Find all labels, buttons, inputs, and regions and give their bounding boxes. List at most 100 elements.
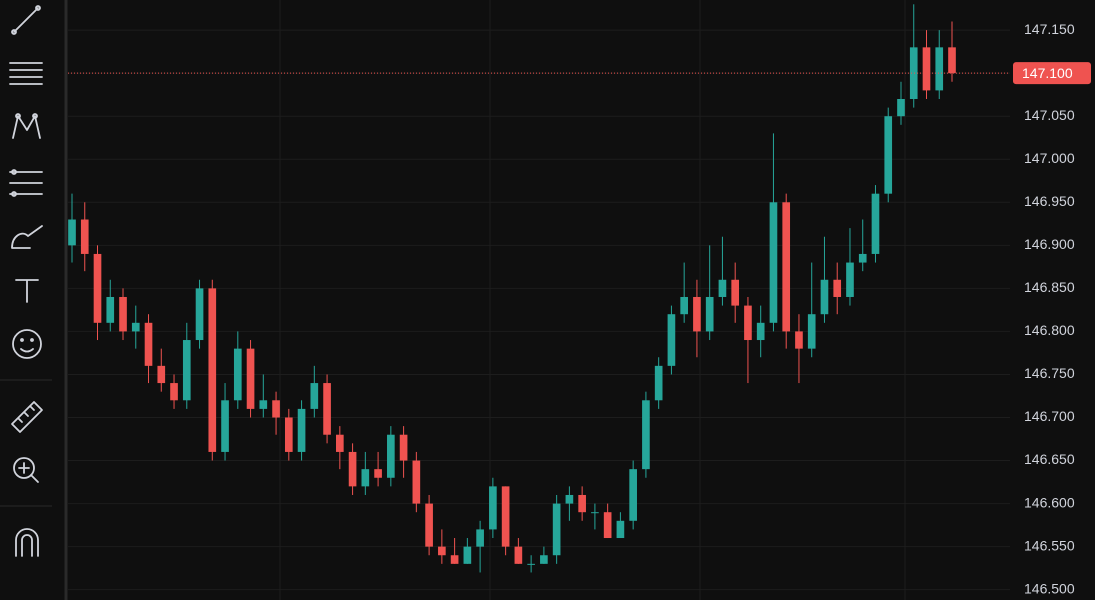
candle-body (680, 296, 688, 315)
candle-body (807, 314, 816, 349)
y-tick-label: 146.700 (1024, 408, 1075, 424)
candle-body (616, 520, 625, 539)
candle-body (310, 383, 319, 409)
candle-body (718, 279, 727, 297)
candle-body (591, 512, 599, 514)
candle-body (336, 434, 344, 452)
candle-body (858, 253, 867, 263)
pattern-tool[interactable] (12, 113, 41, 139)
candle-body (425, 503, 433, 547)
prediction-tool[interactable] (9, 169, 43, 197)
candle-body (629, 469, 637, 521)
candle-body (182, 340, 191, 401)
candle-body (297, 408, 306, 452)
brush-tool[interactable] (11, 225, 43, 249)
candle-body (68, 219, 76, 246)
zoom-tool[interactable] (13, 457, 39, 483)
candle-body (693, 296, 701, 332)
candle-body (489, 486, 497, 530)
candle-body (131, 322, 140, 332)
candle-body (463, 546, 472, 564)
candle-body (450, 555, 459, 564)
fib-tool[interactable] (9, 62, 43, 85)
candle-body (795, 331, 803, 349)
candle-body (144, 322, 153, 366)
y-tick-label: 146.900 (1024, 236, 1075, 252)
candle-body (221, 400, 229, 452)
candle-body (259, 400, 268, 409)
candle-body (284, 417, 293, 452)
candle-body (769, 202, 778, 323)
candle-body (603, 512, 612, 539)
candle-body (527, 563, 535, 565)
y-tick-label: 146.550 (1024, 537, 1075, 553)
candle-body (667, 314, 676, 366)
candle-body (820, 279, 829, 315)
candle-body (642, 400, 650, 470)
candle-body (476, 529, 484, 547)
candle-body (195, 288, 204, 341)
candle-body (348, 451, 357, 487)
toolbar-icons (0, 5, 52, 557)
candle-body (170, 383, 178, 401)
ruler-tool[interactable] (11, 401, 43, 433)
y-tick-label: 146.650 (1024, 451, 1075, 467)
candle-body (272, 400, 280, 418)
emoji-tool[interactable] (12, 329, 42, 359)
candle-body (208, 288, 217, 452)
candle-body (922, 47, 931, 91)
candle-body (93, 253, 102, 323)
y-tick-label: 146.850 (1024, 279, 1075, 295)
y-tick-label: 146.500 (1024, 580, 1075, 596)
candle-body (387, 434, 395, 478)
candle-body (501, 486, 510, 547)
candle-body (540, 555, 548, 564)
candle-body (884, 116, 893, 194)
current-price-label: 147.100 (1022, 65, 1073, 81)
toolbar (0, 0, 60, 600)
y-tick-label: 147.000 (1024, 150, 1075, 166)
candle-body (744, 305, 752, 341)
candle-body (705, 296, 714, 332)
text-tool[interactable] (15, 279, 39, 303)
candle-body (948, 47, 956, 74)
candle-body (323, 383, 331, 435)
candle-body (514, 546, 523, 564)
y-tick-label: 146.600 (1024, 494, 1075, 510)
y-tick-label: 147.050 (1024, 107, 1075, 123)
y-tick-label: 146.800 (1024, 322, 1075, 338)
candle-body (833, 279, 842, 297)
candle-body (246, 348, 255, 409)
candle-body (897, 98, 905, 117)
candle-body (233, 348, 242, 401)
candle-body (374, 469, 382, 478)
candle-body (731, 279, 740, 306)
candle-body (106, 296, 115, 323)
candle-body (412, 460, 421, 504)
candle-body (361, 469, 370, 487)
candle-body (578, 494, 586, 513)
candle-body (756, 322, 765, 341)
candle-body (119, 296, 127, 332)
candle-body (935, 47, 944, 91)
candle-body (871, 193, 880, 254)
candle-body (80, 219, 89, 254)
candle-body (846, 262, 854, 297)
candle-body (552, 503, 561, 556)
magnet-tool[interactable] (15, 528, 39, 557)
candle-body (654, 365, 663, 401)
current-price-tag (1013, 62, 1091, 85)
trend-line-tool[interactable] (11, 5, 41, 35)
candle-body (438, 546, 446, 556)
y-tick-label: 146.950 (1024, 193, 1075, 209)
candle-body (909, 47, 918, 99)
y-tick-label: 147.150 (1024, 21, 1075, 37)
candle-body (782, 202, 791, 332)
candle-body (399, 434, 408, 461)
y-tick-label: 146.750 (1024, 365, 1075, 381)
candle-body (565, 494, 574, 504)
candle-body (157, 365, 166, 384)
